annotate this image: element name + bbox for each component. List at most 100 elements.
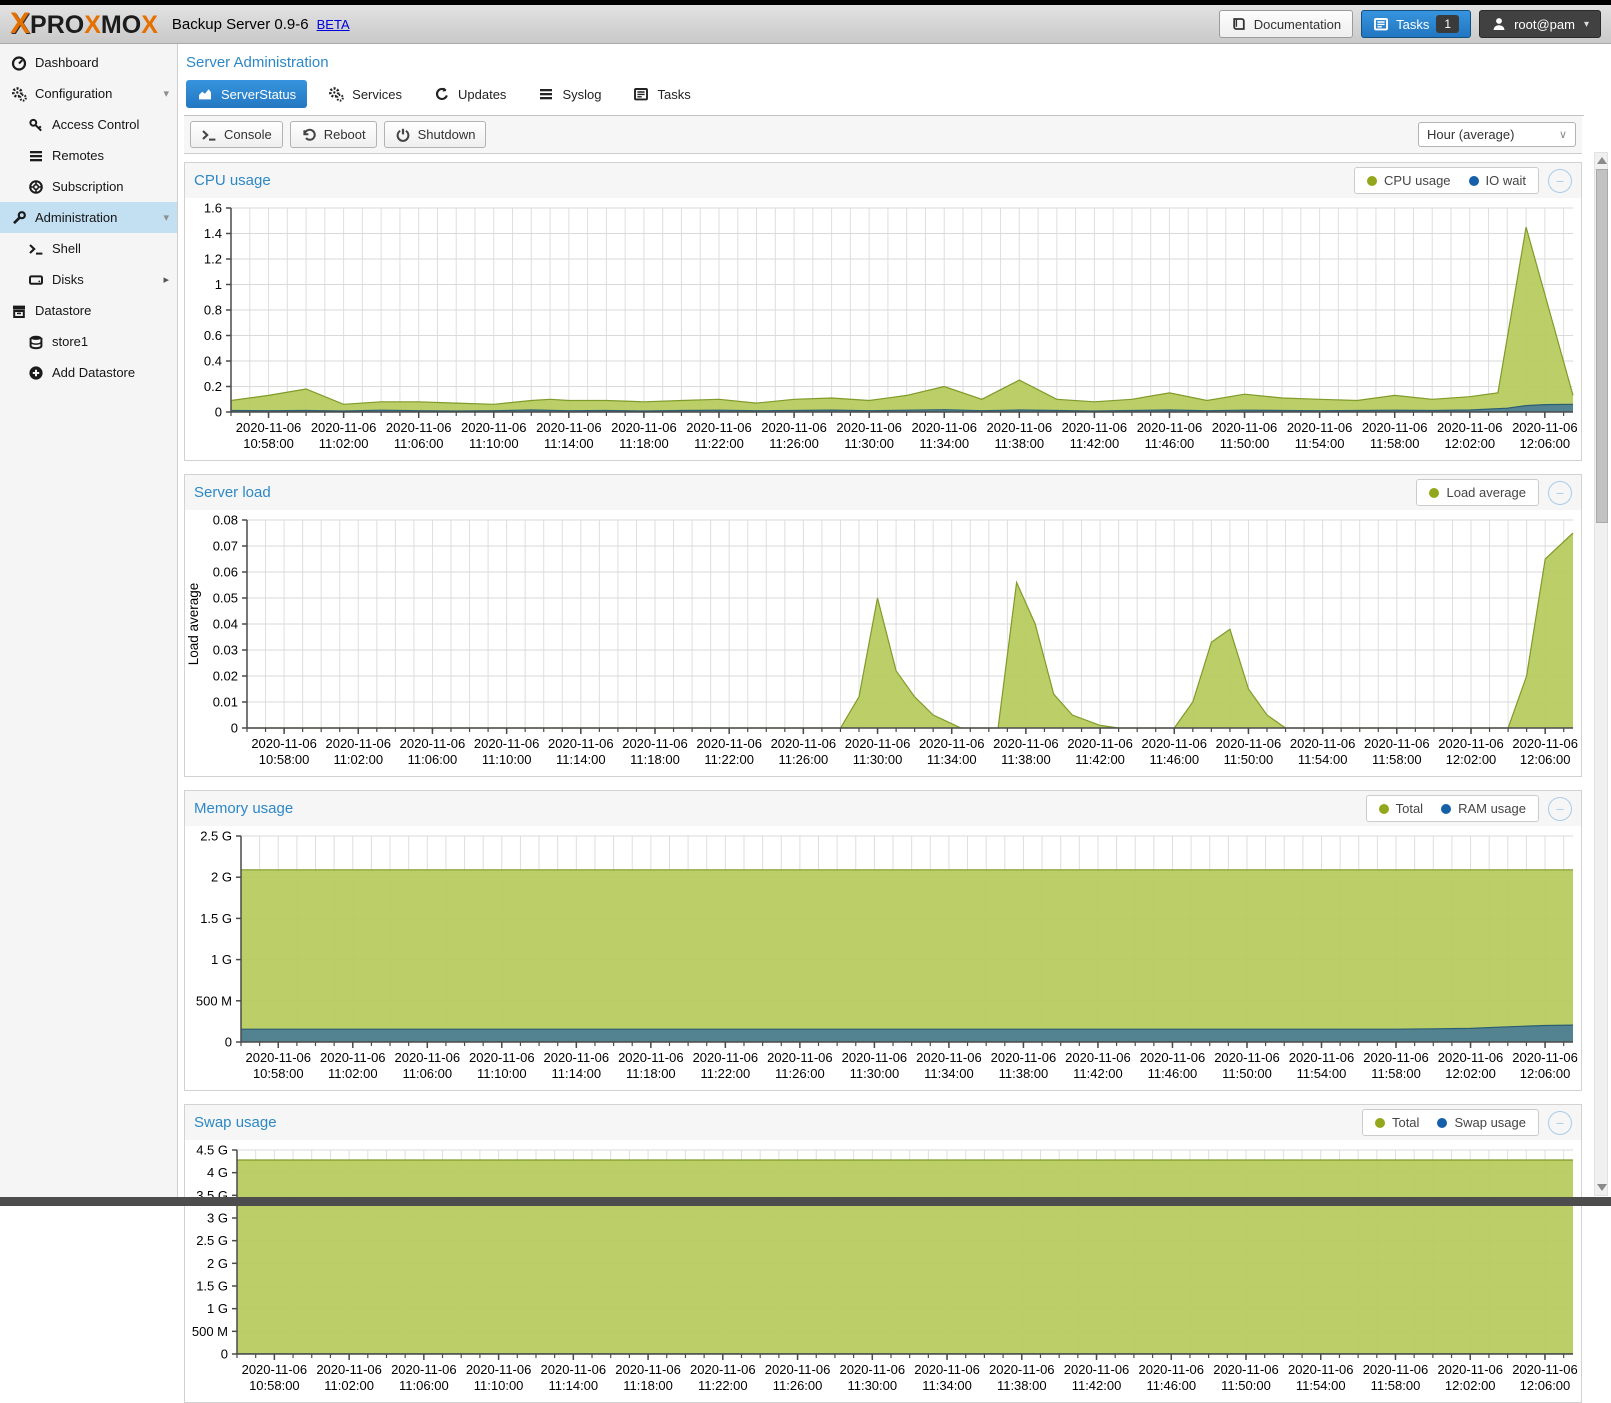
svg-text:0: 0 bbox=[231, 721, 238, 736]
window-bottom-strip bbox=[0, 1197, 1611, 1206]
svg-text:11:22:00: 11:22:00 bbox=[694, 436, 744, 451]
console-button[interactable]: Console bbox=[190, 121, 283, 148]
sidebar-item-administration[interactable]: Administration ▾ bbox=[0, 202, 177, 233]
svg-text:2.5 G: 2.5 G bbox=[196, 1233, 228, 1248]
task-list-icon bbox=[1373, 16, 1389, 32]
svg-text:2020-11-06: 2020-11-06 bbox=[618, 1050, 684, 1065]
shutdown-button[interactable]: Shutdown bbox=[383, 121, 487, 148]
wrench-icon bbox=[10, 210, 27, 226]
svg-text:2020-11-06: 2020-11-06 bbox=[1067, 736, 1133, 751]
sidebar-item-add-datastore[interactable]: Add Datastore bbox=[0, 357, 177, 388]
sidebar-item-datastore[interactable]: Datastore bbox=[0, 295, 177, 326]
user-icon bbox=[1491, 16, 1507, 32]
collapse-panel-icon[interactable]: − bbox=[1548, 480, 1572, 505]
vertical-scrollbar[interactable] bbox=[1594, 152, 1608, 1196]
beta-link[interactable]: BETA bbox=[316, 16, 350, 32]
legend-item-cpu-usage[interactable]: CPU usage bbox=[1367, 173, 1451, 188]
svg-text:11:14:00: 11:14:00 bbox=[544, 436, 594, 451]
tasks-button[interactable]: Tasks 1 bbox=[1361, 10, 1472, 38]
collapse-down-icon[interactable]: ▾ bbox=[163, 212, 169, 224]
legend-item-swap-usage[interactable]: Swap usage bbox=[1437, 1115, 1526, 1130]
collapse-panel-icon[interactable]: − bbox=[1548, 1110, 1572, 1135]
svg-text:1.6: 1.6 bbox=[204, 201, 222, 216]
list-icon bbox=[27, 148, 44, 164]
svg-text:12:02:00: 12:02:00 bbox=[1444, 436, 1495, 451]
svg-text:2020-11-06: 2020-11-06 bbox=[845, 736, 911, 751]
collapse-down-icon[interactable]: ▾ bbox=[163, 88, 169, 100]
svg-text:2020-11-06: 2020-11-06 bbox=[1290, 736, 1356, 751]
chart-legend: Load average bbox=[1416, 479, 1539, 506]
legend-item-total[interactable]: Total bbox=[1378, 801, 1423, 816]
svg-text:2020-11-06: 2020-11-06 bbox=[686, 420, 752, 435]
legend-dot-icon bbox=[1441, 803, 1452, 814]
legend-dot-icon bbox=[1374, 1117, 1385, 1128]
svg-text:11:14:00: 11:14:00 bbox=[549, 1378, 599, 1393]
svg-text:2020-11-06: 2020-11-06 bbox=[989, 1362, 1055, 1377]
svg-text:11:10:00: 11:10:00 bbox=[474, 1378, 524, 1393]
legend-item-io-wait[interactable]: IO wait bbox=[1468, 173, 1526, 188]
svg-text:11:26:00: 11:26:00 bbox=[775, 1066, 825, 1081]
sidebar-item-access-control[interactable]: Access Control bbox=[0, 109, 177, 140]
tab-services[interactable]: Services bbox=[317, 80, 413, 108]
database-icon bbox=[27, 334, 44, 350]
sidebar-item-shell[interactable]: Shell bbox=[0, 233, 177, 264]
collapse-panel-icon[interactable]: − bbox=[1548, 168, 1572, 193]
sidebar-item-dashboard[interactable]: Dashboard bbox=[0, 47, 177, 78]
svg-text:2020-11-06: 2020-11-06 bbox=[541, 1362, 607, 1377]
svg-text:Load average: Load average bbox=[186, 583, 201, 666]
key-icon bbox=[27, 117, 44, 133]
svg-text:11:30:00: 11:30:00 bbox=[844, 436, 894, 451]
sidebar-item-label: Administration bbox=[35, 210, 118, 225]
svg-text:11:02:00: 11:02:00 bbox=[324, 1378, 374, 1393]
legend-item-total[interactable]: Total bbox=[1374, 1115, 1419, 1130]
legend-item-load-average[interactable]: Load average bbox=[1429, 485, 1526, 500]
svg-text:2020-11-06: 2020-11-06 bbox=[325, 736, 391, 751]
svg-text:11:38:00: 11:38:00 bbox=[997, 1378, 1047, 1393]
sidebar-item-disks[interactable]: Disks ▸ bbox=[0, 264, 177, 295]
svg-text:2020-11-06: 2020-11-06 bbox=[236, 420, 302, 435]
svg-text:11:30:00: 11:30:00 bbox=[847, 1378, 897, 1393]
svg-text:2020-11-06: 2020-11-06 bbox=[548, 736, 614, 751]
reboot-button[interactable]: Reboot bbox=[289, 121, 377, 148]
svg-text:11:02:00: 11:02:00 bbox=[328, 1066, 378, 1081]
user-menu-button[interactable]: root@pam ▾ bbox=[1479, 10, 1601, 38]
time-range-select[interactable]: Hour (average) ∨ bbox=[1418, 122, 1576, 147]
legend-item-ram-usage[interactable]: RAM usage bbox=[1441, 801, 1526, 816]
expand-right-icon[interactable]: ▸ bbox=[163, 274, 169, 286]
task-list-icon bbox=[633, 86, 649, 102]
svg-text:11:42:00: 11:42:00 bbox=[1073, 1066, 1123, 1081]
sidebar-item-subscription[interactable]: Subscription bbox=[0, 171, 177, 202]
scroll-down-arrow-icon[interactable] bbox=[1597, 1184, 1607, 1191]
tab-syslog[interactable]: Syslog bbox=[527, 80, 612, 108]
svg-text:11:46:00: 11:46:00 bbox=[1145, 436, 1195, 451]
sidebar-item-label: Access Control bbox=[52, 117, 140, 132]
sidebar-item-store1[interactable]: store1 bbox=[0, 326, 177, 357]
button-label: Shutdown bbox=[417, 127, 476, 142]
sidebar-item-label: Add Datastore bbox=[52, 365, 136, 380]
svg-text:0: 0 bbox=[221, 1347, 228, 1362]
sidebar-item-remotes[interactable]: Remotes bbox=[0, 140, 177, 171]
sidebar-item-configuration[interactable]: Configuration ▾ bbox=[0, 78, 177, 109]
svg-text:3 G: 3 G bbox=[207, 1211, 228, 1226]
panel-memory-usage: Memory usage Total RAM usage − 2.5 G 2 G 1.5 G… bbox=[184, 790, 1582, 1091]
collapse-panel-icon[interactable]: − bbox=[1548, 796, 1572, 821]
svg-text:10:58:00: 10:58:00 bbox=[259, 752, 310, 767]
scrollbar-thumb[interactable] bbox=[1596, 169, 1608, 523]
tab-tasks[interactable]: Tasks bbox=[622, 80, 701, 108]
svg-text:11:34:00: 11:34:00 bbox=[927, 752, 977, 767]
svg-text:11:14:00: 11:14:00 bbox=[552, 1066, 602, 1081]
terminal-icon bbox=[27, 241, 44, 257]
book-icon bbox=[1231, 16, 1247, 32]
svg-text:2020-11-06: 2020-11-06 bbox=[316, 1362, 382, 1377]
documentation-button[interactable]: Documentation bbox=[1218, 10, 1354, 38]
tab-updates[interactable]: Updates bbox=[423, 80, 517, 108]
scroll-up-arrow-icon[interactable] bbox=[1597, 157, 1607, 164]
proxmox-logo: X PROXMOX bbox=[10, 9, 158, 39]
svg-text:0.6: 0.6 bbox=[204, 328, 222, 343]
legend-dot-icon bbox=[1378, 803, 1389, 814]
tab-serverstatus[interactable]: ServerStatus bbox=[186, 80, 308, 108]
tasks-count-badge: 1 bbox=[1436, 15, 1460, 33]
tab-label: ServerStatus bbox=[221, 86, 297, 102]
